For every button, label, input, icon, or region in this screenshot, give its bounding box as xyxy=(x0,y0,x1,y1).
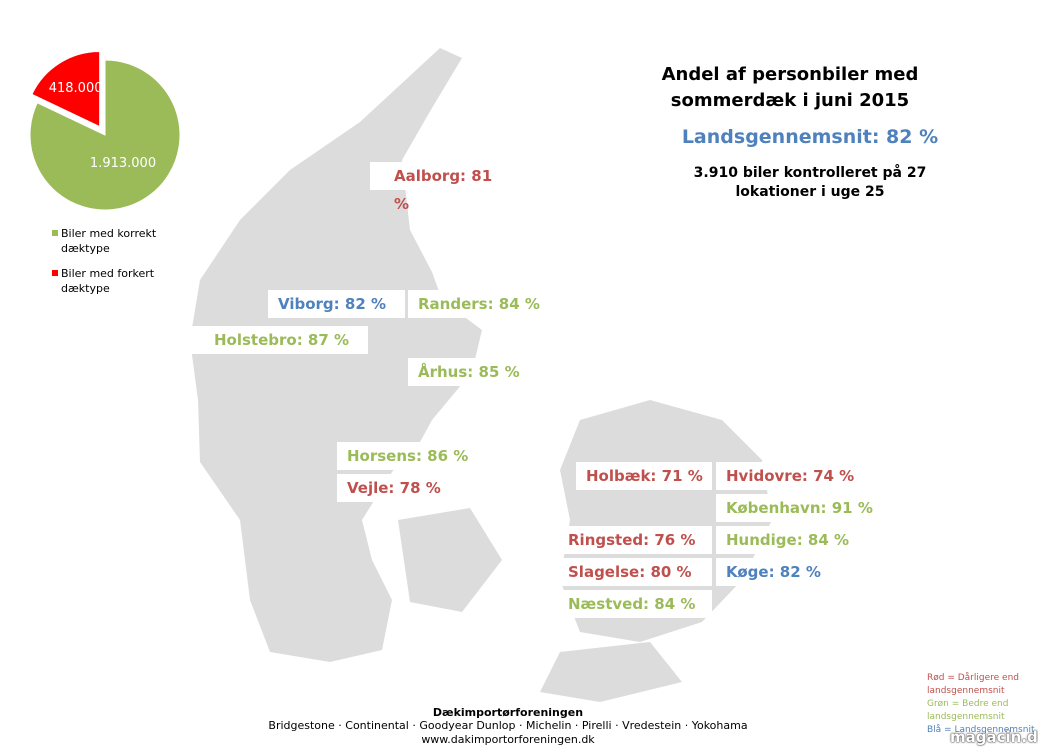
city-label: Aalborg: 81 % xyxy=(370,162,505,213)
legend-red: Rød = Dårligere end landsgennemsnit xyxy=(927,673,1019,696)
city-label: Viborg: 82 % xyxy=(268,290,405,318)
legend-label: Biler med forkert dæktype xyxy=(61,267,155,295)
pie-value-label: 1.913.000 xyxy=(90,156,156,171)
pie-value-label: 418.000 xyxy=(49,81,103,96)
city-label: Ringsted: 76 % xyxy=(558,526,712,554)
footer-brands: Bridgestone · Continental · Goodyear Dun… xyxy=(268,719,748,732)
city-label: Næstved: 84 % xyxy=(558,590,712,618)
city-label: Randers: 84 % xyxy=(408,290,548,318)
average: Landsgennemsnit: 82 % xyxy=(681,126,939,148)
legend-swatch xyxy=(52,270,58,276)
jutland xyxy=(190,48,482,662)
city-label: Slagelse: 80 % xyxy=(558,558,712,586)
city-label: Køge: 82 % xyxy=(716,558,830,586)
legend-blue: Blå = Landsgennemsnit xyxy=(927,725,1035,735)
funen xyxy=(398,508,502,612)
legend-label: Biler med korrekt dæktype xyxy=(61,227,157,255)
city-label: Holstebro: 87 % xyxy=(190,326,368,354)
city-label: Holbæk: 71 % xyxy=(576,462,712,490)
pie-slice xyxy=(29,59,181,211)
city-label: Århus: 85 % xyxy=(408,358,535,386)
legend-green: Grøn = Bedre end landsgennemsnit xyxy=(927,699,1009,722)
city-label: Hvidovre: 74 % xyxy=(716,462,860,490)
note: 3.910 biler kontrolleret på 27 lokatione… xyxy=(693,165,927,200)
legend-swatch xyxy=(52,230,58,236)
footer-org: Dækimportørforeningen xyxy=(432,706,584,719)
lolland xyxy=(540,642,682,702)
city-label: Vejle: 78 % xyxy=(337,474,475,502)
city-label: Hundige: 84 % xyxy=(716,526,860,554)
city-label: København: 91 % xyxy=(716,494,880,522)
title: Andel af personbiler med sommerdæk i jun… xyxy=(661,64,919,111)
pie-chart: 1.913.000 418.000 xyxy=(29,51,181,211)
city-label: Horsens: 86 % xyxy=(337,442,475,470)
watermark: magacin.dk xyxy=(950,728,1038,746)
footer-url: www.dakimportorforeningen.dk xyxy=(421,733,595,746)
pie-slice xyxy=(31,51,101,128)
